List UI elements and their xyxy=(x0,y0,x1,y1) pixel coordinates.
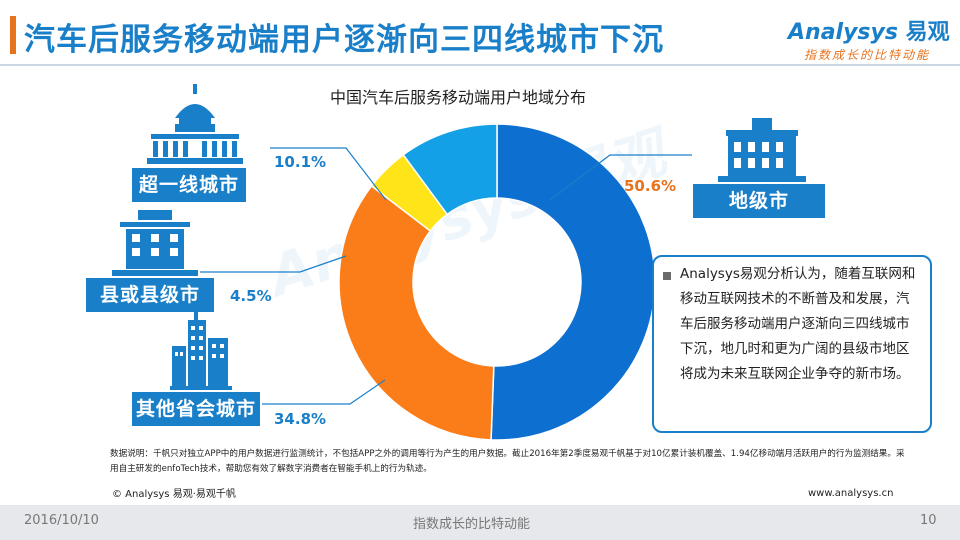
logo-word: Analysys xyxy=(788,20,898,45)
category-label-tier1: 超一线城市 xyxy=(132,168,246,202)
website-url: www.analysys.cn xyxy=(808,488,894,499)
logo-slogan: 指数成长的比特动能 xyxy=(804,48,931,62)
copyright: © Analysys 易观·易观千帆 xyxy=(112,489,236,500)
leader-line-provincial xyxy=(262,379,386,405)
slice-provincial xyxy=(338,184,495,441)
chart-title: 中国汽车后服务移动端用户地域分布 xyxy=(330,88,587,107)
header-divider xyxy=(0,64,960,66)
category-label-county: 县或县级市 xyxy=(86,278,214,312)
town-hall-icon xyxy=(718,118,806,182)
logo-cn: 易观 xyxy=(905,20,950,45)
data-note: 数据说明：千帆只对独立APP中的用户数据进行监测统计，不包括APP之外的调用等行… xyxy=(110,449,905,474)
analysis-text: Analysys易观分析认为，随着互联网和移动互联网技术的不断普及和发展，汽车后… xyxy=(680,266,916,382)
analysys-logo: Analysys 易观 xyxy=(788,14,950,46)
page-title: 汽车后服务移动端用户逐渐向三四线城市下沉 xyxy=(24,22,664,58)
value-label-county: 4.5% xyxy=(230,287,272,305)
leader-line-county xyxy=(200,255,347,273)
page-number: 10 xyxy=(920,513,937,528)
donut-chart xyxy=(200,123,692,441)
leader-line-prefecture xyxy=(549,154,692,201)
value-label-tier1: 10.1% xyxy=(274,153,327,171)
category-label-provincial: 其他省会城市 xyxy=(132,392,260,426)
leader-line-tier1 xyxy=(270,147,387,201)
footer-date: 2016/10/10 xyxy=(24,513,99,528)
slice-prefecture xyxy=(490,123,656,441)
title-accent-bar xyxy=(10,16,16,54)
value-label-provincial: 34.8% xyxy=(274,410,327,428)
office-building-icon xyxy=(112,210,198,276)
tower-building-icon xyxy=(170,310,232,390)
category-label-prefecture: 地级市 xyxy=(693,184,825,218)
capitol-icon xyxy=(147,84,243,164)
footer-slogan: 指数成长的比特动能 xyxy=(413,517,531,532)
value-label-prefecture: 50.6% xyxy=(624,177,677,195)
footer-bar xyxy=(0,505,960,540)
bullet-square-icon xyxy=(663,272,671,280)
analysis-box xyxy=(652,255,932,433)
slice-tier1 xyxy=(402,123,498,216)
